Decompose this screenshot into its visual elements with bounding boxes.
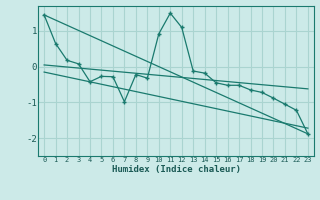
X-axis label: Humidex (Indice chaleur): Humidex (Indice chaleur) — [111, 165, 241, 174]
